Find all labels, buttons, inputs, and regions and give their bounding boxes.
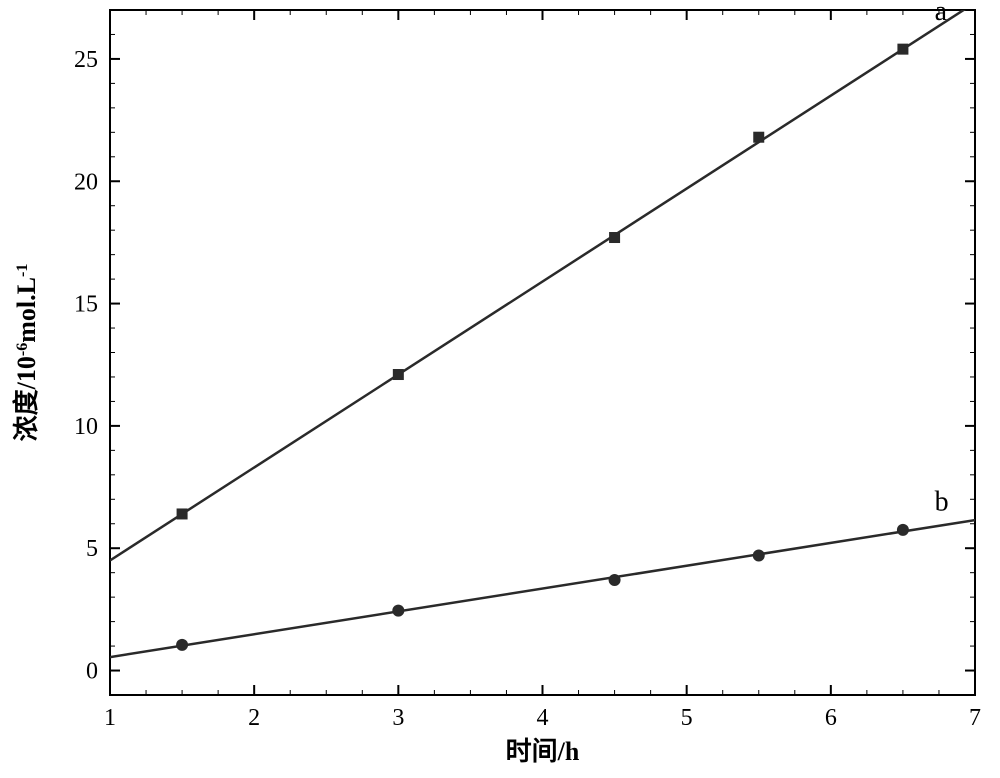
series-b-marker <box>753 550 765 562</box>
plot-frame <box>110 10 975 695</box>
x-tick-label: 6 <box>825 705 837 731</box>
series-a-marker <box>177 508 188 519</box>
series-a-marker <box>609 232 620 243</box>
y-axis-label: 浓度/10-6mol.L-1 <box>11 264 41 442</box>
series-b-marker <box>176 639 188 651</box>
x-tick-label: 2 <box>248 705 260 731</box>
series-b-marker <box>392 605 404 617</box>
x-tick-label: 4 <box>537 705 549 731</box>
x-tick-label: 1 <box>104 705 116 731</box>
x-axis-label: 时间/h <box>506 737 580 766</box>
series-b-marker <box>897 524 909 536</box>
x-tick-label: 3 <box>392 705 404 731</box>
y-tick-label: 0 <box>86 659 98 685</box>
y-tick-label: 20 <box>74 169 98 195</box>
y-tick-label: 5 <box>86 536 98 562</box>
y-tick-label: 15 <box>74 292 98 318</box>
chart-svg: 1 2 3 4 5 6 7 0 5 10 15 20 25 时间/h 浓度/10-6mol.L-1 a b <box>0 0 1000 778</box>
series-b-label: b <box>935 486 949 517</box>
x-tick-label: 7 <box>969 705 981 731</box>
series-a-label: a <box>935 0 948 27</box>
y-tick-label: 10 <box>74 414 98 440</box>
series-b-marker <box>609 574 621 586</box>
series-a-marker <box>753 132 764 143</box>
y-tick-label: 25 <box>74 47 98 73</box>
x-tick-label: 5 <box>681 705 693 731</box>
series-a-marker <box>393 369 404 380</box>
series-a-marker <box>897 44 908 55</box>
chart-container: 1 2 3 4 5 6 7 0 5 10 15 20 25 时间/h 浓度/10-6mol.L-1 a b <box>0 0 1000 778</box>
